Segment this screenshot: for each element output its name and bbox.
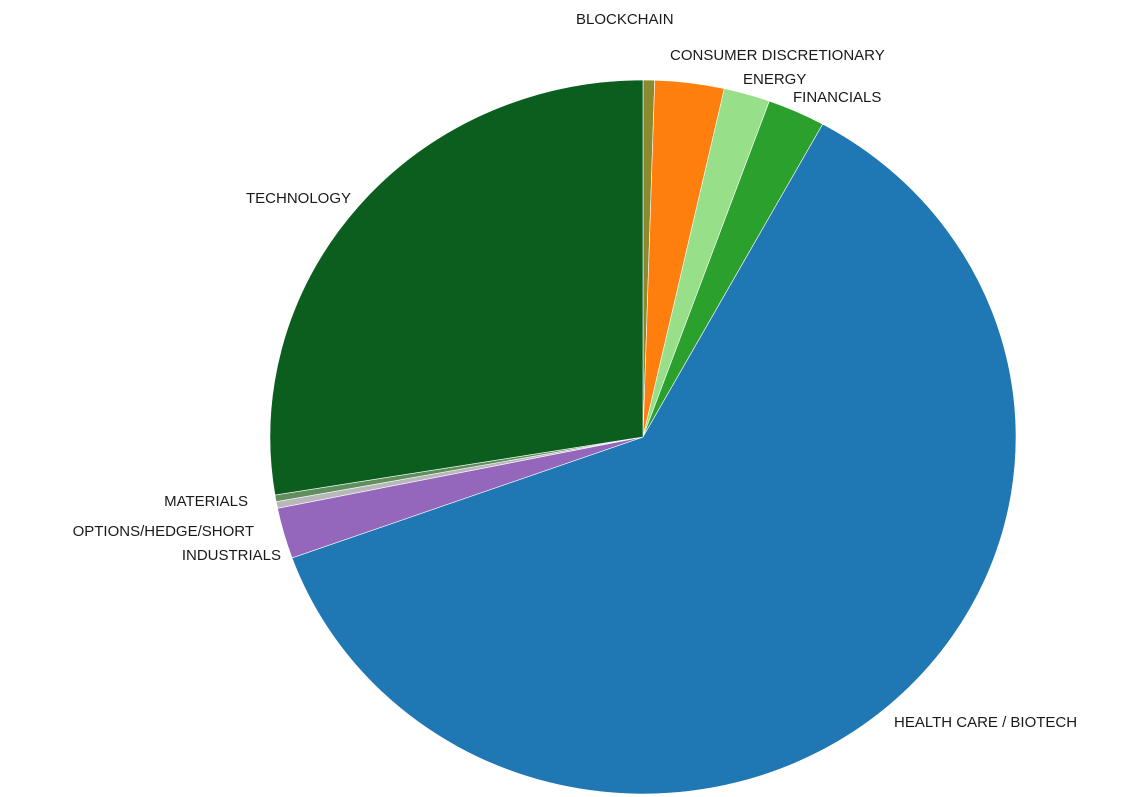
pie-labels: BLOCKCHAIN CONSUMER DISCRETIONARY ENERGYFI… <box>73 11 1078 731</box>
slice-label-options-hedge-short: OPTIONS/HEDGE/SHORT <box>73 523 254 540</box>
pie-slices <box>269 79 1017 795</box>
slice-label-financials: FINANCIALS <box>793 89 881 106</box>
pie-slice-technology <box>269 79 644 496</box>
slice-label-materials: MATERIALS <box>164 493 248 510</box>
slice-label-health-care-biotech: HEALTH CARE / BIOTECH <box>894 714 1077 731</box>
slice-label-blockchain: BLOCKCHAIN <box>576 11 674 28</box>
slice-label-consumer-discretionary: CONSUMER DISCRETIONARY <box>670 47 885 64</box>
slice-label-technology: TECHNOLOGY <box>246 190 351 207</box>
pie-slice-health-care-biotech <box>291 123 1017 795</box>
slice-label-industrials: INDUSTRIALS <box>182 547 281 564</box>
slice-label-energy: ENERGY <box>743 71 806 88</box>
